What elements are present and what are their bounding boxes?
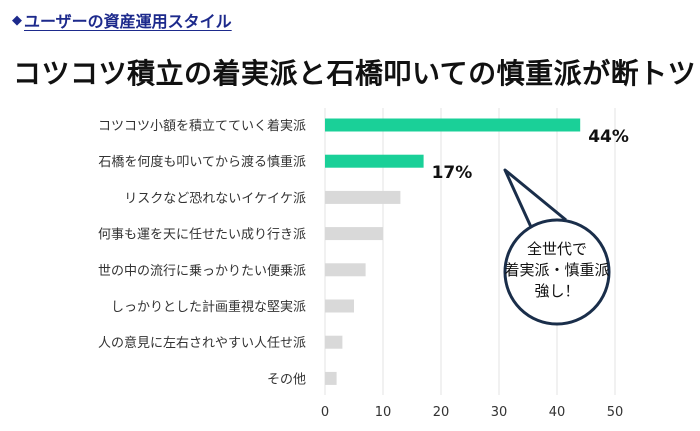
- callout-text-line: 全世代で: [527, 240, 587, 258]
- section-header: ◆ ユーザーの資産運用スタイル: [12, 8, 232, 32]
- bar: [325, 335, 343, 349]
- x-tick-label: 50: [607, 405, 624, 420]
- x-tick-label: 10: [375, 405, 392, 420]
- category-label: リスクなど恐れないイケイケ派: [124, 191, 306, 206]
- bar: [325, 371, 337, 385]
- category-label: 何事も運を天に任せたい成り行き派: [98, 227, 306, 243]
- bar: [325, 227, 383, 241]
- bar: [325, 299, 354, 313]
- bar: [325, 190, 401, 204]
- bar: [325, 118, 581, 132]
- data-label: 44%: [588, 127, 629, 147]
- callout-seam: [533, 224, 563, 240]
- x-tick-label: 40: [549, 405, 566, 420]
- category-label: 人の意見に左右されやすい人任せ派: [98, 335, 306, 351]
- x-tick-label: 0: [321, 405, 329, 420]
- callout-text-line: 強し！: [534, 282, 579, 300]
- bar: [325, 263, 366, 277]
- x-tick-label: 30: [491, 405, 508, 420]
- data-label: 17%: [432, 163, 473, 183]
- section-header-label: ユーザーの資産運用スタイル: [24, 12, 232, 31]
- callout-pointer: [503, 168, 567, 228]
- category-label: その他: [267, 372, 306, 387]
- callout-text-line: 着実派・慎重派: [504, 261, 609, 279]
- callout-bubble: [503, 218, 611, 326]
- category-label: しっかりとした計画重視な堅実派: [111, 299, 306, 315]
- category-label: コツコツ小額を積立てていく着実派: [98, 118, 306, 134]
- bar: [325, 154, 424, 168]
- diamond-icon: ◆: [12, 12, 22, 28]
- category-label: 石橋を何度も叩いてから渡る慎重派: [98, 154, 306, 170]
- x-tick-label: 20: [433, 405, 450, 420]
- category-label: 世の中の流行に乗っかりたい便乗派: [98, 264, 306, 279]
- chart-headline: コツコツ積立の着実派と石橋叩いての慎重派が断トツ: [13, 57, 697, 90]
